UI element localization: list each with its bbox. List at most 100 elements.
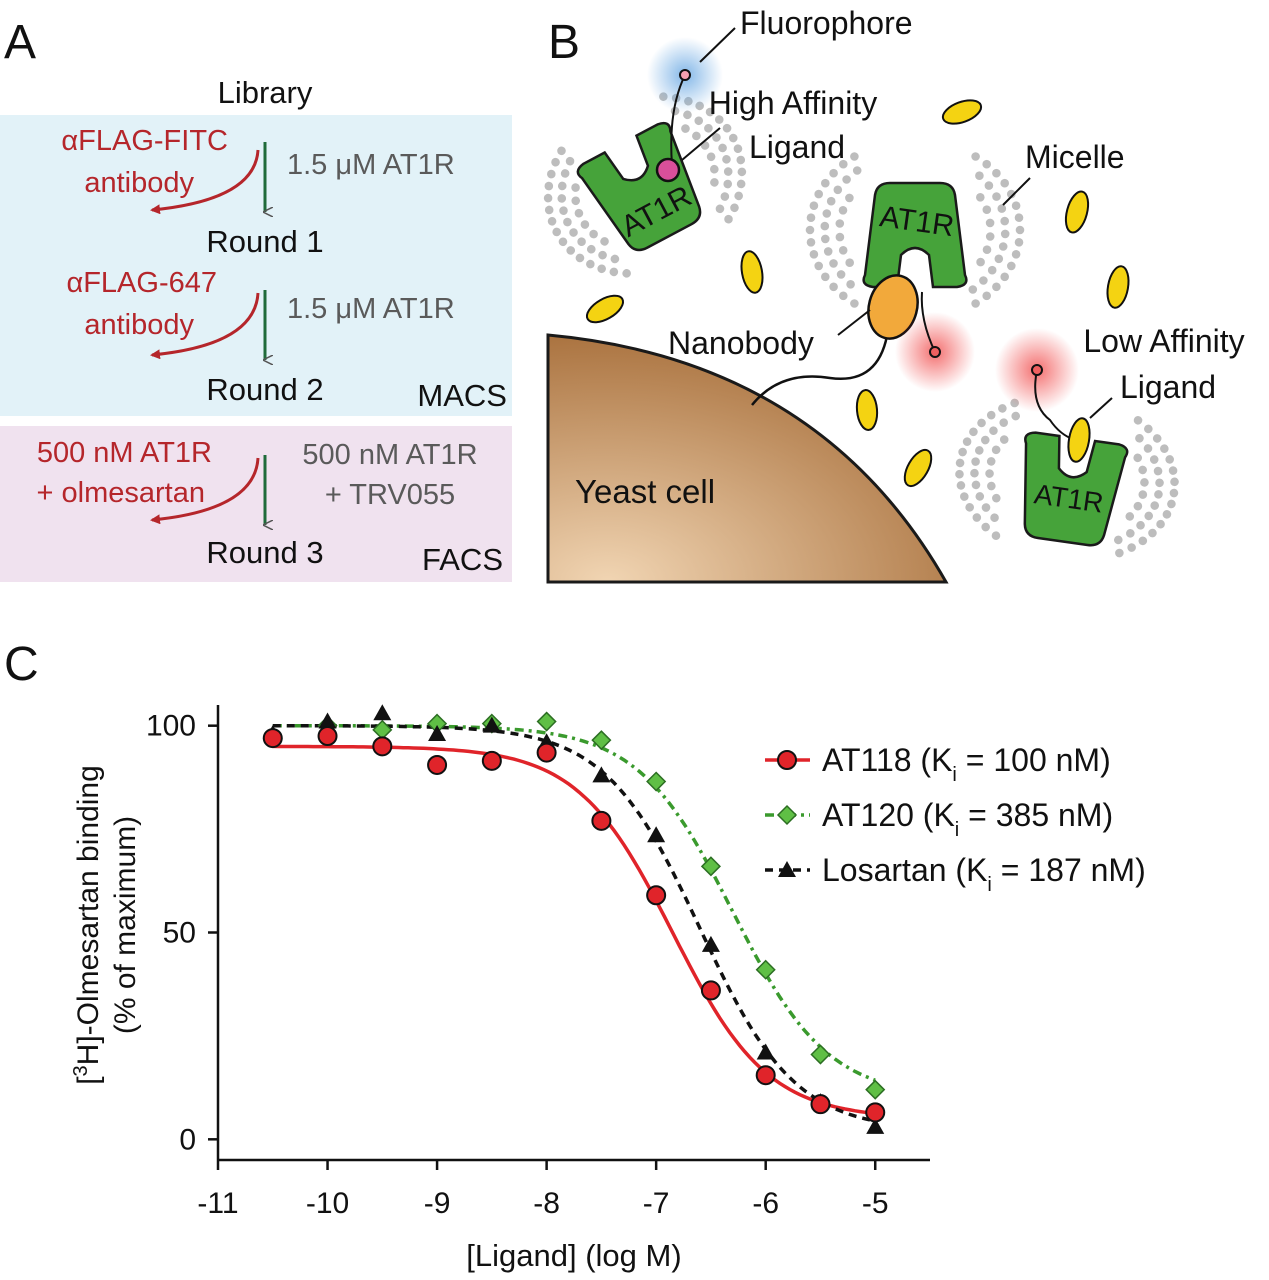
free-ligands	[585, 99, 1130, 488]
lipid-dot	[965, 503, 974, 512]
lipid-dot	[1155, 478, 1164, 488]
lipid-dot	[971, 299, 980, 308]
lipid-dot	[960, 492, 969, 501]
lipid-dot	[544, 181, 554, 191]
lipid-dot	[1115, 548, 1124, 558]
lipid-dot	[569, 228, 578, 237]
lipid-dot	[1149, 455, 1159, 464]
data-point-at120	[810, 1044, 831, 1065]
legend-at118-sub: i	[952, 764, 956, 786]
facs-background	[0, 426, 512, 582]
lipid-dot	[1160, 444, 1169, 453]
lipid-dot	[710, 164, 719, 174]
lipid-dot	[838, 246, 848, 255]
lipid-dot	[1011, 411, 1021, 421]
neg-selection-arrow-1	[150, 149, 260, 215]
lipid-dot	[821, 234, 830, 244]
data-point-losartan	[592, 766, 611, 783]
micelle	[805, 152, 1025, 308]
data-point-at120	[865, 1079, 886, 1100]
right-fluorophore-dot	[1031, 364, 1043, 376]
lipid-dot	[733, 144, 743, 154]
lipid-dot	[987, 481, 996, 491]
fit-curve-0	[272, 744, 876, 1116]
lipid-dot	[577, 237, 586, 247]
lipid-dot	[982, 205, 992, 214]
data-point-losartan	[482, 716, 501, 733]
lipid-dot	[986, 410, 996, 420]
low-affinity-ligand	[1067, 417, 1091, 463]
lipid-dot	[571, 183, 580, 192]
neg-selection-1-line2: antibody	[84, 167, 194, 199]
lipid-dot	[992, 192, 1001, 201]
lipid-dot	[962, 437, 972, 446]
yeast-cell-label: Yeast cell	[575, 473, 715, 510]
lipid-dot	[982, 159, 991, 169]
lipid-dot	[724, 214, 733, 224]
high-affinity-pointer	[681, 127, 721, 161]
lipid-dot	[976, 257, 985, 267]
data-point-at118	[646, 885, 667, 906]
lipid-dot	[1148, 528, 1157, 538]
data-point-at118	[810, 1094, 831, 1115]
y-tick-label: 50	[163, 917, 196, 950]
lipid-dot	[984, 181, 994, 190]
lipid-dot	[821, 178, 830, 188]
x-tick-label: -8	[533, 1187, 560, 1220]
lipid-dot	[985, 469, 994, 478]
lipid-dot	[609, 267, 619, 277]
panel-a-label: A	[4, 16, 36, 69]
lipid-dot	[956, 481, 966, 490]
y-tick-label: 0	[179, 1123, 196, 1156]
neg-selection-2-line2: antibody	[84, 309, 194, 341]
lipid-dot	[994, 254, 1004, 264]
data-points	[262, 704, 886, 1134]
lipid-dot	[723, 167, 733, 176]
lipid-dot	[836, 270, 846, 279]
pos-selection-3-line1: 500 nM AT1R	[302, 439, 477, 471]
lipid-dot	[1000, 178, 1009, 188]
legend-label-losartan: Losartan (Ki = 187 nM)	[822, 852, 1146, 896]
lipid-dot	[1014, 238, 1024, 247]
lipid-dot	[980, 435, 990, 445]
high-affinity-ligand	[655, 157, 681, 183]
neg-selection-3-line2: + olmesartan	[37, 477, 205, 509]
data-point-at118	[372, 736, 393, 757]
lipid-dot	[1138, 490, 1148, 499]
data-point-at118	[427, 754, 448, 775]
lipid-dot	[971, 152, 980, 161]
lipid-dot	[955, 469, 964, 479]
lipid-dot	[1007, 261, 1016, 271]
lipid-dot	[835, 232, 845, 242]
facs-label: FACS	[422, 542, 503, 577]
axis-ticks: -11 -10 -9 -8 -7 -6 -5 0 50 100	[146, 710, 889, 1220]
lipid-dot	[736, 179, 746, 189]
y-tick-label: 100	[146, 710, 196, 743]
data-point-losartan	[647, 826, 666, 843]
lipid-dot	[842, 175, 851, 184]
neg-selection-arrow-2	[150, 292, 260, 360]
data-point-at118	[481, 750, 502, 771]
data-point-at118	[262, 728, 283, 749]
lipid-dot	[1113, 535, 1123, 545]
legend-at118-name: AT118 (K	[822, 742, 952, 778]
lipid-dot	[718, 143, 727, 153]
lipid-dot	[558, 237, 568, 247]
micelle	[543, 92, 747, 278]
lipid-dot	[722, 123, 732, 133]
legend-at120-tail: = 385 nM)	[959, 797, 1113, 833]
lipid-dot	[1140, 478, 1149, 487]
lipid-dot	[730, 203, 739, 213]
data-point-at118	[755, 1065, 776, 1086]
lipid-dot	[979, 276, 988, 285]
lipid-dot	[1125, 512, 1135, 521]
lipid-dot	[852, 166, 862, 175]
neg-selection-3-line1: 500 nM AT1R	[37, 437, 212, 469]
lipid-dot	[822, 209, 832, 218]
lipid-dot	[985, 232, 995, 241]
lipid-dot	[977, 418, 986, 428]
lipid-dot	[1126, 529, 1135, 538]
receptor-right: AT1R	[1010, 430, 1130, 550]
lipid-dot	[1000, 272, 1009, 282]
x-tick-label: -10	[306, 1187, 349, 1220]
